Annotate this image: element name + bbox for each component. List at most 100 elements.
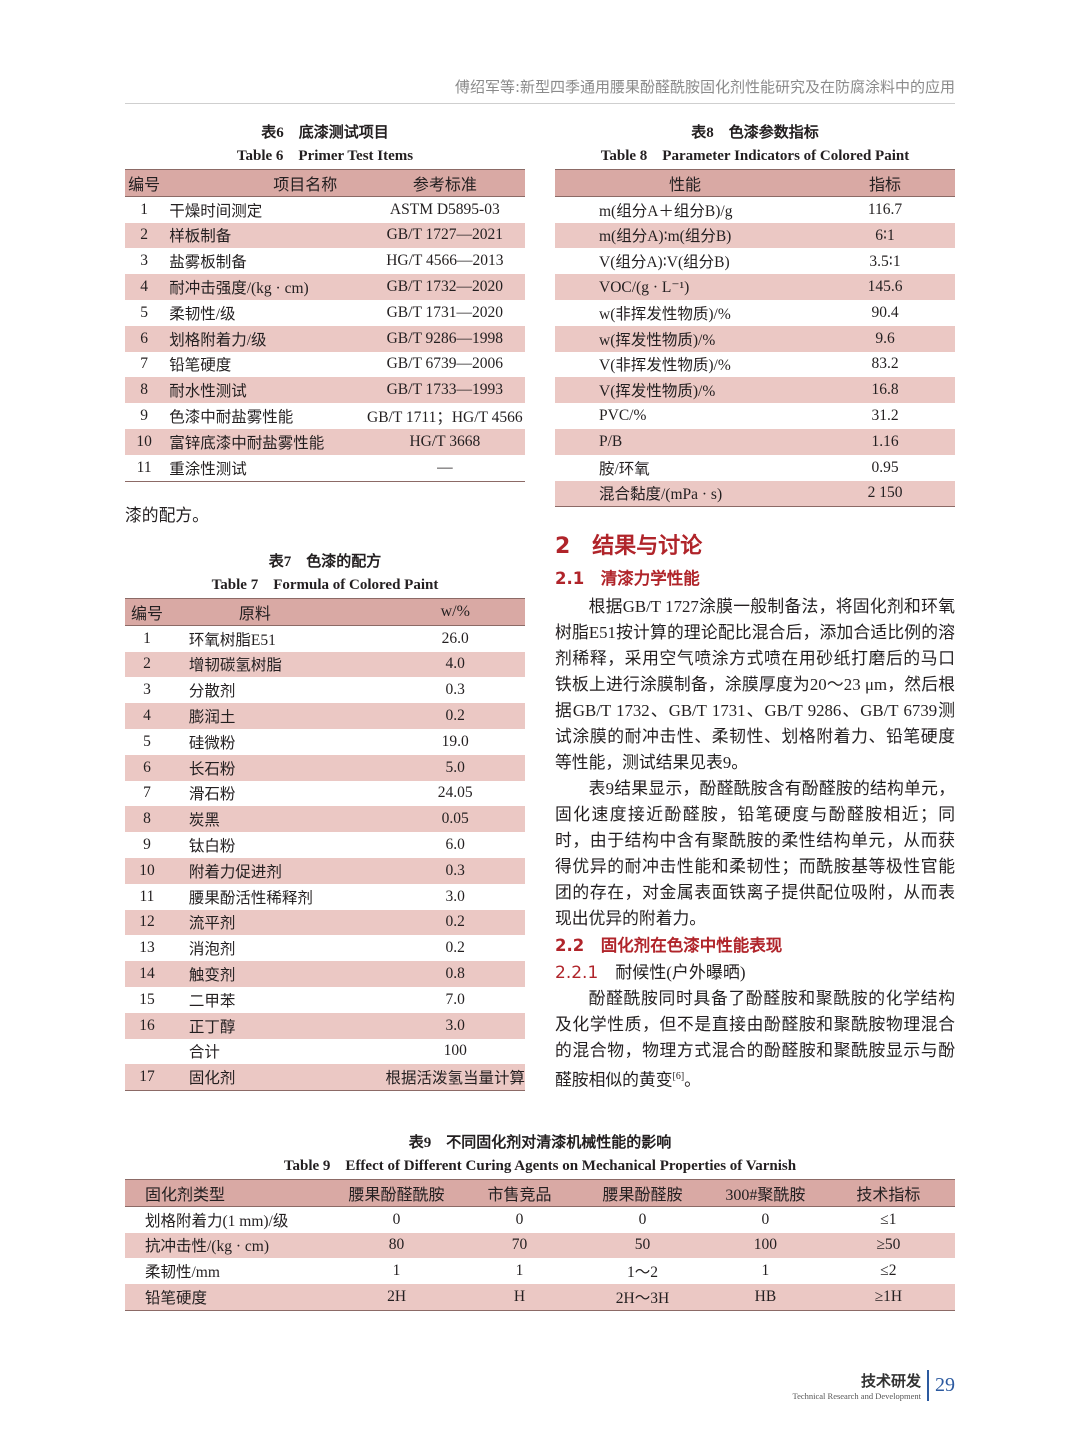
table-cell: 划格附着力(1 mm)/级 (145, 1212, 289, 1230)
table-cell: 7 (140, 355, 148, 373)
table9: 固化剂类型 腰果酚醛酰胺 市售竞品 腰果酚醛胺 300#聚酰胺 技术指标 划格附着力(1 m… (125, 1179, 955, 1311)
table-cell: 耐冲击强度/(kg · cm) (169, 280, 309, 298)
table-cell: GB/T 1711；HG/T 4566 (367, 409, 523, 427)
table-cell: 70 (511, 1236, 528, 1254)
table-cell: GB/T 1732—2020 (386, 278, 504, 296)
subsection-heading: 2.1 清漆力学性能 (555, 569, 700, 588)
table-cell: 6 (143, 758, 151, 776)
table-row: P/B 1.16 (555, 428, 955, 455)
table-cell: w(挥发性物质)/% (599, 331, 716, 349)
table-cell: 正丁醇 (188, 1018, 236, 1036)
table-row: 14 触变剂 0.8 (125, 961, 525, 987)
page-footer: 技术研发 Technical Research and Development … (792, 1370, 955, 1401)
table-cell: 1～2 (626, 1264, 658, 1282)
table-row: V(组分A)∶V(组分B) 3.5∶1 (555, 248, 955, 274)
table-cell: 17 (125, 1064, 169, 1092)
table-row: 2 样板制备 GB/T 1727—2021 (125, 222, 525, 249)
table-cell: 19.0 (441, 732, 469, 750)
table-cell: 90.4 (871, 303, 899, 321)
table-cell: 固化剂 (168, 1064, 386, 1092)
column-header: 市售竞品 (463, 1179, 576, 1207)
table-cell: 长石粉 (188, 760, 236, 778)
column-header: 指标 (815, 169, 955, 197)
table-cell: V(非挥发性物质)/% (599, 357, 731, 375)
table-cell: ≥1H (821, 1284, 955, 1311)
table-cell: 4 (143, 707, 151, 725)
table-cell: 铅笔硬度 (125, 1284, 330, 1311)
table-cell (125, 1039, 169, 1065)
table-cell: GB/T 1731—2020 (386, 303, 504, 321)
table-cell: 硅微粉 (188, 734, 236, 752)
table-cell: 0 (392, 1210, 401, 1228)
table-row: VOC/(g · L⁻¹) 145.6 (555, 274, 955, 300)
table-cell: 膨润土 (188, 709, 236, 727)
table-cell: 1 (515, 1262, 524, 1280)
table-cell: 16.8 (871, 381, 899, 399)
table-cell: 5 (143, 732, 151, 750)
table-row: 11 腰果酚活性稀释剂 3.0 (125, 884, 525, 910)
table-row: 15 二甲苯 7.0 (125, 987, 525, 1013)
table-cell: 0 (515, 1210, 524, 1228)
table-cell: 2H～3H (575, 1284, 710, 1311)
table8-title-en: Table 8 Parameter Indicators of Colored … (600, 148, 910, 164)
table-row: 柔韧性/mm 1 1 1～2 1 ≤2 (125, 1258, 955, 1284)
table-cell: 色漆中耐盐雾性能 (169, 409, 294, 427)
table-cell: 柔韧性/级 (169, 305, 236, 323)
subsection-heading: 2.2 固化剂在色漆中性能表现 (555, 936, 783, 955)
table8-header-row: 性能 指标 (555, 169, 955, 197)
table-cell: 11 (125, 454, 164, 482)
column-header: 编号 (125, 169, 164, 197)
table-row: 划格附着力(1 mm)/级 0 0 0 0 ≤1 (125, 1206, 955, 1232)
table-cell: 10 (136, 432, 152, 450)
table-cell: 炭黑 (188, 812, 220, 830)
table7-caption: 表7 色漆的配方 Table 7 Formula of Colored Pain… (125, 551, 525, 597)
table-cell: 抗冲击性/(kg · cm) (145, 1238, 269, 1256)
table-cell: — (364, 454, 525, 482)
table-row: 4 耐冲击强度/(kg · cm) GB/T 1732—2020 (125, 274, 525, 300)
paragraph: 酚醛酰胺同时具备了酚醛胺和聚酰胺的化学结构及化学性质，但不是直接由酚醛胺和聚酰胺… (555, 986, 955, 1094)
table-cell: 7 (143, 784, 151, 802)
table-cell: 11 (139, 887, 155, 905)
table-cell: 1 (761, 1262, 770, 1280)
table-cell: 增韧碳氢树脂 (188, 657, 282, 675)
table-cell: 0 (638, 1210, 647, 1228)
table-row: 17 固化剂 根据活泼氢当量计算 (125, 1064, 525, 1092)
table7: 编号 原料 w/% 1 环氧树脂E51 26.0 2 增韧碳氢树脂 4.0 3 分散剂 0.3 4 膨润土… (125, 598, 525, 1092)
table-cell: 9 (140, 407, 148, 425)
column-header: 技术指标 (821, 1179, 955, 1207)
table-row: 9 钛白粉 6.0 (125, 832, 525, 858)
table-row: 10 附着力促进剂 0.3 (125, 857, 525, 884)
table-cell: 0 (761, 1210, 770, 1228)
section-2: 2 结果与讨论 2.1 清漆力学性能 根据GB/T 1727涂膜一般制备法，将固… (555, 530, 955, 1094)
table-row: V(非挥发性物质)/% 83.2 (555, 352, 955, 378)
table-row: w(非挥发性物质)/% 90.4 (555, 300, 955, 326)
table-cell: 胺/环氧 (599, 460, 650, 478)
table-cell: 16 (139, 1016, 155, 1034)
column-header: 性能 (555, 169, 815, 197)
column-header: 腰果酚醛酰胺 (329, 1179, 464, 1207)
table-cell: 116.7 (867, 200, 903, 218)
table-cell: 12 (139, 913, 155, 931)
running-header: 傅绍军等:新型四季通用腰果酚醛酰胺固化剂性能研究及在防腐涂料中的应用 (125, 76, 955, 104)
table-cell: 划格附着力/级 (169, 331, 267, 349)
subsubsection-number: 2.2.1 (555, 963, 599, 983)
table-cell: 混合黏度/(mPa · s) (555, 480, 815, 508)
table-cell: ASTM D5895-03 (389, 200, 500, 218)
table-cell: 8 (140, 381, 148, 399)
table-cell: 2 150 (815, 480, 955, 508)
table-cell: 13 (139, 939, 155, 957)
table-cell: 100 (753, 1236, 778, 1254)
table6-title-en: Table 6 Primer Test Items (236, 148, 414, 164)
table-cell: 环氧树脂E51 (188, 631, 276, 649)
table-row: m(组分A＋组分B)/g 116.7 (555, 196, 955, 222)
table-cell: 1.16 (871, 432, 899, 450)
table-row: m(组分A)∶m(组分B) 6∶1 (555, 222, 955, 249)
table-cell: 100 (443, 1042, 467, 1060)
table-cell: 富锌底漆中耐盐雾性能 (169, 434, 325, 452)
table-cell: 3.0 (445, 887, 465, 905)
table-cell: 24.05 (437, 784, 473, 802)
table-row: 1 干燥时间测定 ASTM D5895-03 (125, 196, 525, 222)
table-cell: P/B (599, 432, 623, 450)
table-cell: 0.8 (445, 965, 465, 983)
table-cell: 26.0 (441, 629, 469, 647)
